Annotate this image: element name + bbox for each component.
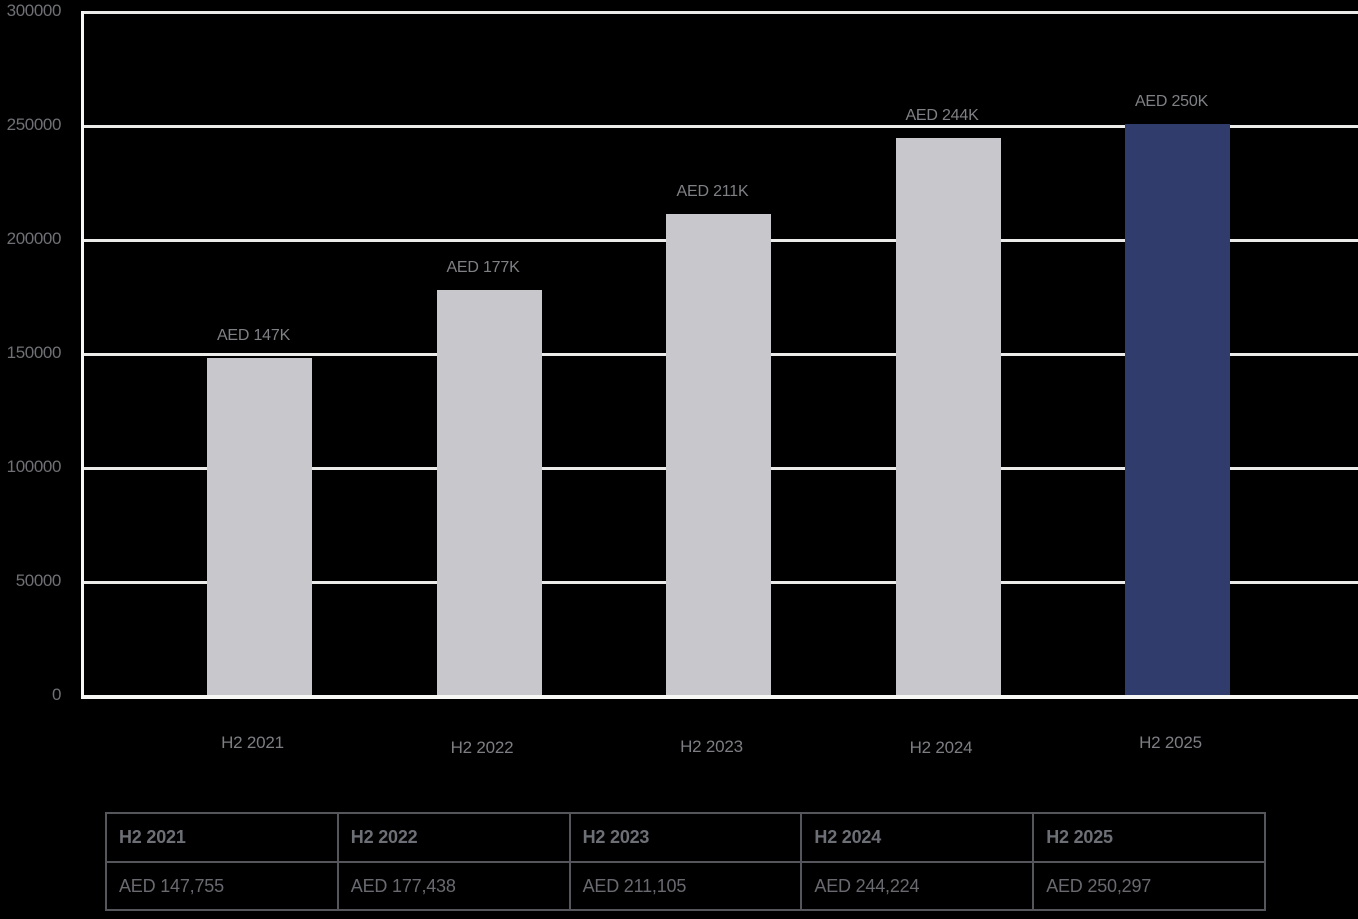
bar-value-label: AED 250K: [1134, 93, 1209, 110]
gridline: [84, 125, 1358, 128]
x-axis-label-h2-2021: H2 2021: [221, 733, 284, 752]
bar-h2-2022: [436, 290, 542, 695]
bar-h2-2025: [1125, 124, 1230, 695]
summary-table: H2 2021 H2 2022 H2 2023 H2 2024 H2 2025 …: [105, 812, 1266, 911]
bar-h2-2021: [207, 358, 312, 695]
table-header-cell: H2 2023: [568, 812, 803, 863]
table-header-cell: H2 2022: [336, 812, 571, 863]
table-header-cell: H2 2021: [105, 812, 339, 863]
y-axis-tick-label: 50000: [15, 571, 62, 590]
bar-value-label: AED 244K: [905, 107, 979, 124]
bar-value-label: AED 177K: [446, 259, 520, 276]
table-header-cell: H2 2025: [1032, 812, 1266, 863]
bar-h2-2024: [895, 138, 1001, 695]
table-value-cell: AED 211,105: [568, 861, 803, 911]
bar-h2-2023: [666, 214, 771, 695]
y-axis-tick-label: 200000: [6, 229, 62, 248]
bar-value-label: AED 211K: [676, 183, 749, 200]
y-axis-tick-label: 300000: [6, 1, 62, 20]
table-value-cell: AED 250,297: [1032, 861, 1266, 911]
plot-area: AED 147K H2 2021 AED 177K H2 2022 AED 211K H2…: [81, 11, 1358, 757]
y-axis-tick-label: 0: [51, 685, 61, 704]
x-axis-label-h2-2022: H2 2022: [450, 738, 514, 757]
table-value-cell: AED 147,755: [105, 861, 339, 911]
table-header-cell: H2 2024: [800, 812, 1035, 863]
y-axis-tick-label: 100000: [6, 457, 62, 476]
x-axis-label-h2-2024: H2 2024: [909, 738, 973, 757]
gridline: [84, 11, 1358, 14]
bar-value-label: AED 147K: [216, 327, 291, 344]
table-header-row: H2 2021 H2 2022 H2 2023 H2 2024 H2 2025: [105, 812, 1266, 863]
table-value-row: AED 147,755 AED 177,438 AED 211,105 AED …: [105, 861, 1266, 911]
x-axis-label-h2-2023: H2 2023: [680, 737, 743, 756]
table-value-cell: AED 244,224: [800, 861, 1035, 911]
x-axis-label-h2-2025: H2 2025: [1139, 733, 1202, 752]
y-axis-tick-label: 150000: [6, 343, 62, 362]
y-axis-tick-label: 250000: [6, 115, 62, 134]
table-value-cell: AED 177,438: [336, 861, 571, 911]
